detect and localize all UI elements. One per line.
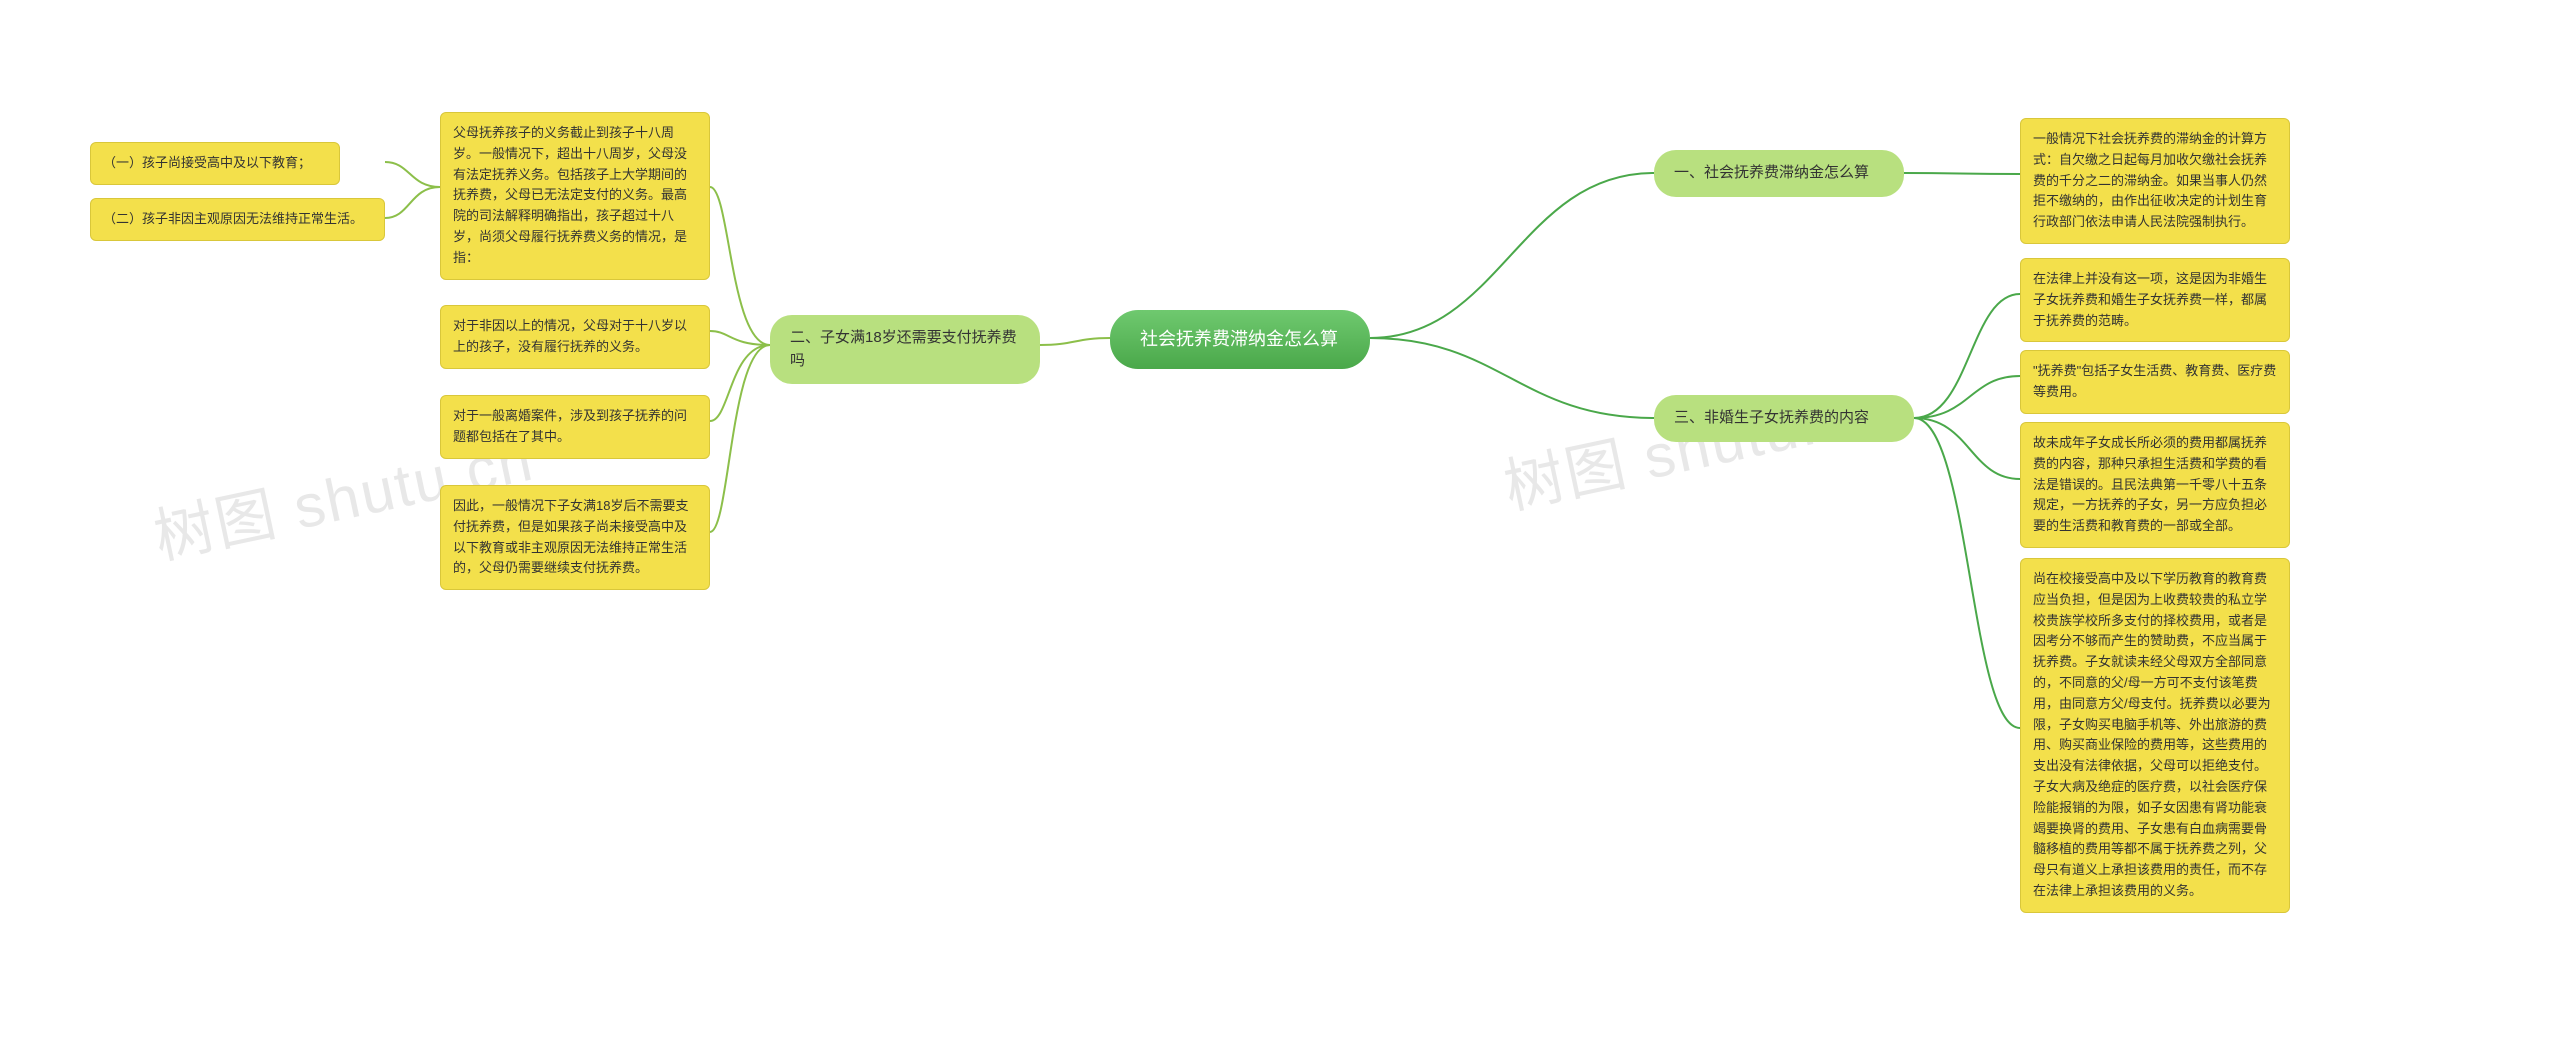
branch-3: 三、非婚生子女抚养费的内容 <box>1654 395 1914 442</box>
branch-2: 二、子女满18岁还需要支付抚养费吗 <box>770 315 1040 384</box>
leaf-b3-3: 故未成年子女成长所必须的费用都属抚养费的内容，那种只承担生活费和学费的看法是错误… <box>2020 422 2290 548</box>
root-node: 社会抚养费滞纳金怎么算 <box>1110 310 1370 369</box>
watermark-right: 树图 shutu.cn <box>1495 361 1890 526</box>
leaf-b2-1-1: （一）孩子尚接受高中及以下教育； <box>90 142 340 185</box>
leaf-b2-4: 因此，一般情况下子女满18岁后不需要支付抚养费，但是如果孩子尚未接受高中及以下教… <box>440 485 710 590</box>
leaf-b3-4: 尚在校接受高中及以下学历教育的教育费应当负担，但是因为上收费较贵的私立学校贵族学… <box>2020 558 2290 913</box>
leaf-b2-1: 父母抚养孩子的义务截止到孩子十八周岁。一般情况下，超出十八周岁，父母没有法定抚养… <box>440 112 710 280</box>
leaf-b2-1-2: （二）孩子非因主观原因无法维持正常生活。 <box>90 198 385 241</box>
leaf-b2-3: 对于一般离婚案件，涉及到孩子抚养的问题都包括在了其中。 <box>440 395 710 459</box>
branch-1: 一、社会抚养费滞纳金怎么算 <box>1654 150 1904 197</box>
leaf-b3-2: "抚养费"包括子女生活费、教育费、医疗费等费用。 <box>2020 350 2290 414</box>
leaf-b2-2: 对于非因以上的情况，父母对于十八岁以上的孩子，没有履行抚养的义务。 <box>440 305 710 369</box>
leaf-b3-1: 在法律上并没有这一项，这是因为非婚生子女抚养费和婚生子女抚养费一样，都属于抚养费… <box>2020 258 2290 342</box>
leaf-b1-1: 一般情况下社会抚养费的滞纳金的计算方式：自欠缴之日起每月加收欠缴社会抚养费的千分… <box>2020 118 2290 244</box>
